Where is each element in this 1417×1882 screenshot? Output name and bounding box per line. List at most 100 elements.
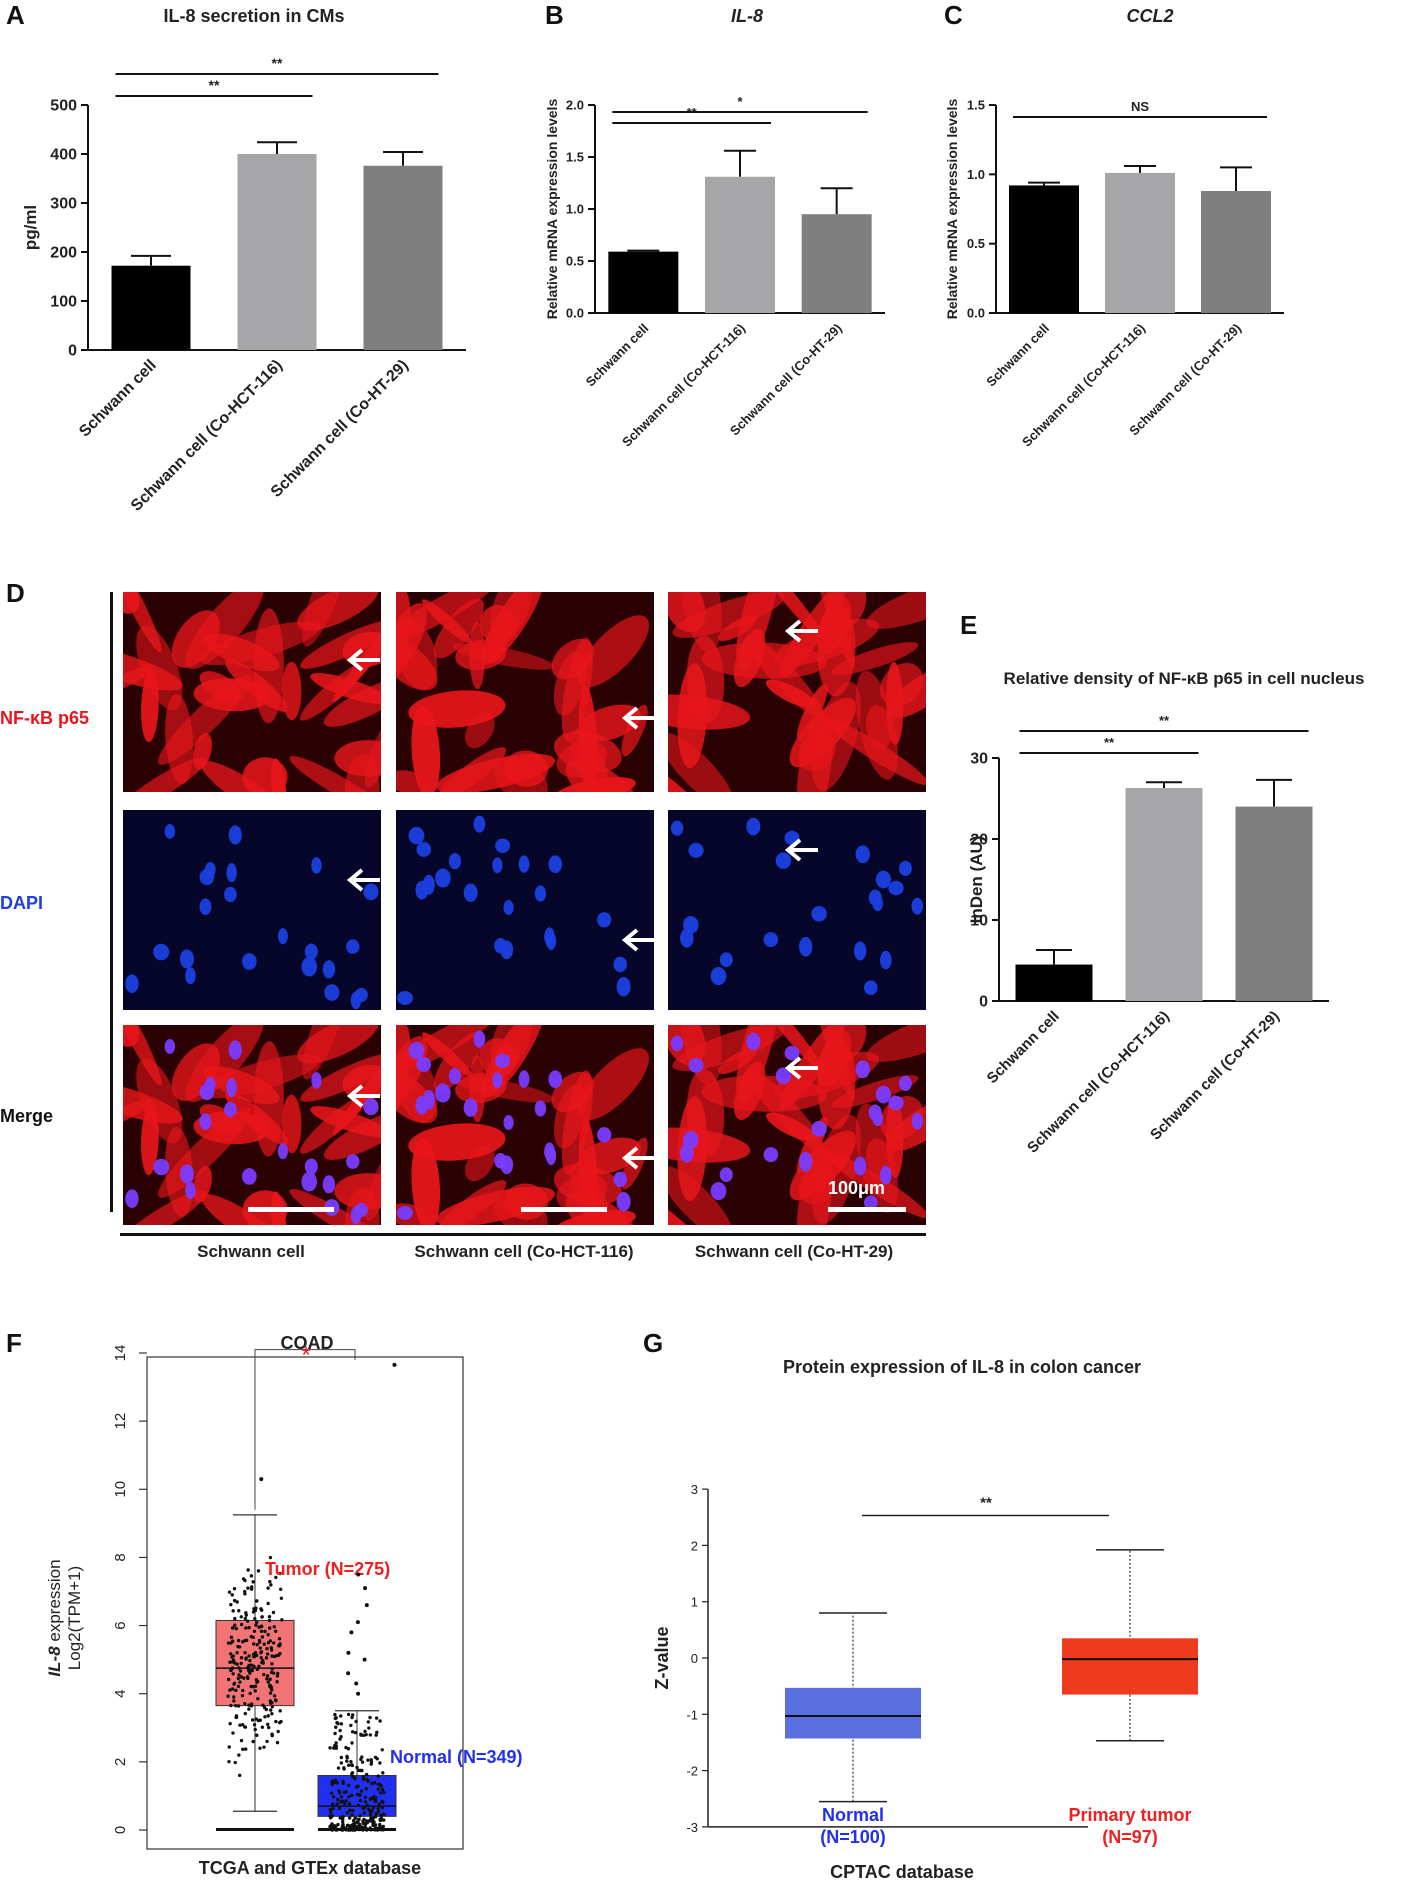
nucleus [670,820,684,836]
data-point [378,1761,382,1765]
data-point [361,1821,366,1826]
outlier-point [363,1586,368,1591]
data-point [350,1715,354,1720]
data-point [350,1793,354,1798]
data-point [262,1672,266,1677]
cell-body [811,1114,861,1224]
cell-body [577,615,650,688]
data-point [375,1730,379,1735]
data-point [270,1712,274,1716]
outlier-point [259,1477,264,1482]
data-point [269,1708,273,1712]
data-point [238,1669,243,1673]
data-point [259,1624,264,1628]
data-point [256,1718,261,1723]
data-point [382,1812,386,1817]
data-point [271,1641,276,1645]
bar [801,214,872,313]
cell-body [817,603,856,697]
cell-body [750,1025,825,1074]
nucleus [710,1182,727,1201]
data-point [372,1797,376,1801]
data-point [251,1642,256,1646]
data-point [237,1609,241,1613]
data-point [231,1731,235,1735]
data-point [357,1792,361,1797]
cell-body [123,1025,140,1047]
data-point [342,1801,347,1806]
data-point [371,1822,375,1827]
significance-marker: ** [272,55,283,71]
nucleus [494,1152,507,1169]
chart-title: Protein expression of IL-8 in colon canc… [783,1357,1141,1377]
chart-title: IL-8 [731,6,763,26]
cell-body [396,603,428,685]
cell-body [553,1083,587,1149]
data-point [377,1802,382,1806]
data-point [243,1725,247,1729]
plot-frame [146,1356,464,1850]
data-point [265,1677,269,1681]
data-point [279,1719,283,1724]
nucleus [463,883,478,902]
data-point [354,1785,359,1789]
data-point [277,1644,282,1648]
data-point [374,1733,378,1737]
cell-body [887,668,926,719]
data-point [339,1755,344,1760]
data-point [236,1684,241,1689]
y-tick-label: 3 [691,1482,698,1497]
data-point [369,1796,374,1801]
data-point [278,1709,282,1713]
data-point [232,1587,237,1591]
cell-body [123,1190,207,1225]
outlier-point [355,1620,360,1625]
nucleus [503,900,514,915]
data-point [355,1765,359,1770]
panel-label-f: F [6,1328,22,1358]
cell-body [570,728,609,792]
data-point [363,1795,368,1799]
cell-body [577,704,642,742]
data-point [380,1787,385,1792]
data-point [266,1725,271,1730]
data-point [231,1672,235,1676]
data-point [340,1823,345,1828]
data-point [368,1733,373,1737]
data-point [254,1620,259,1625]
data-point [253,1616,257,1621]
data-point [367,1807,371,1812]
cell-body [765,679,816,709]
cell-body [396,638,438,691]
nucleus [898,1075,912,1092]
cell-body [193,678,271,712]
micrograph-merge-col1 [123,1025,381,1225]
nucleus [492,857,503,874]
y-tick-label: 100 [50,294,77,311]
data-point [228,1721,232,1726]
data-point [380,1826,385,1830]
data-point [340,1799,345,1803]
nucleus [613,1171,628,1188]
data-point [238,1773,242,1778]
data-point [249,1702,254,1706]
data-point [347,1795,351,1799]
nucleus [784,1045,800,1061]
data-point [380,1748,384,1752]
x-tick-label: Schwann cell [583,321,652,390]
nucleus [322,1175,336,1194]
nucleus [397,1205,413,1220]
cell-body [490,592,533,641]
nucleus [179,949,194,969]
data-point [366,1779,370,1783]
data-point [255,1733,259,1737]
y-tick-label: 1.5 [967,98,985,113]
nucleus [548,855,563,874]
data-point [239,1661,243,1666]
bar [1201,190,1271,313]
y-axis-label: Z-value [652,1626,672,1689]
x-tick-label: Schwann cell (Co-HCT-116) [128,357,286,515]
data-point [360,1760,365,1764]
y-tick-label: 0.5 [967,236,985,251]
data-point [230,1660,234,1664]
